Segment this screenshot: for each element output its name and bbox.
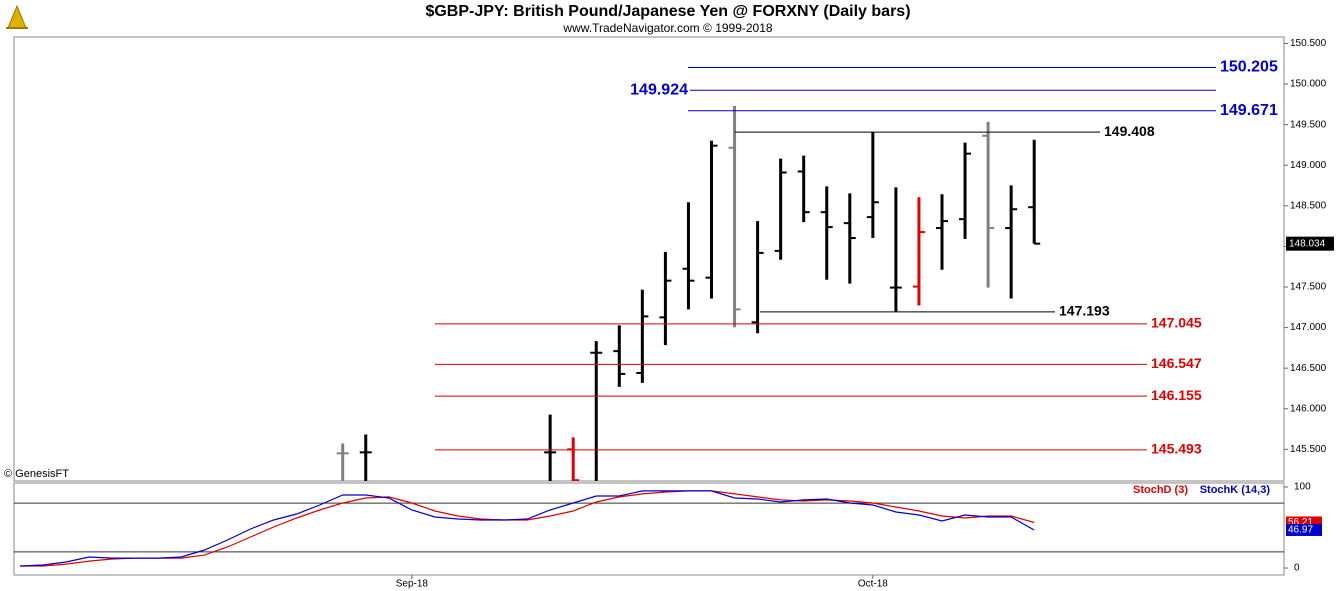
credit: © GenesisFT [4, 468, 69, 480]
level-label: 150.205 [1220, 59, 1278, 76]
stoch-line [20, 490, 1035, 567]
level-label: 146.155 [1151, 387, 1202, 403]
level-label: 149.671 [1220, 102, 1278, 119]
chart-title: $GBP-JPY: British Pound/Japanese Yen @ F… [425, 3, 910, 20]
y-tick-label: 146.500 [1290, 363, 1327, 374]
chart-subtitle: www.TradeNavigator.com © 1999-2018 [562, 21, 772, 35]
legend-label: StochK (14,3) [1200, 484, 1271, 496]
level-label: 149.924 [630, 81, 688, 98]
last-value-box [1286, 523, 1322, 536]
level-label: 149.408 [1104, 123, 1155, 139]
y-tick-label: 147.500 [1290, 282, 1327, 293]
logo [4, 4, 30, 30]
level-label: 146.547 [1151, 355, 1202, 371]
y-tick-label: 150.000 [1290, 79, 1327, 90]
x-tick-label: Oct-18 [858, 579, 888, 590]
last-value-box [1286, 236, 1334, 251]
y-tick-label: 0 [1294, 563, 1300, 574]
y-tick-label: 149.000 [1290, 160, 1327, 171]
y-tick-label: 150.500 [1290, 38, 1327, 49]
y-tick-label: 146.000 [1290, 403, 1327, 414]
stoch-line [19, 490, 1035, 567]
last-value-label: 148.034 [1289, 238, 1326, 249]
y-tick-label: 148.500 [1290, 200, 1327, 211]
y-tick-label: 147.000 [1290, 322, 1327, 333]
x-tick-label: Sep-18 [396, 579, 429, 590]
last-value-label: 46.97 [1288, 525, 1313, 536]
stoch-panel-frame [13, 482, 1285, 576]
level-label: 147.045 [1151, 315, 1202, 331]
main-panel-frame [13, 36, 1285, 482]
y-tick-label: 149.500 [1290, 119, 1327, 130]
y-tick-label: 100 [1294, 482, 1311, 493]
level-label: 145.493 [1151, 441, 1202, 457]
y-tick-label: 145.500 [1290, 444, 1327, 455]
price-bars [336, 105, 1041, 481]
last-value-label: 56.21 [1288, 517, 1313, 528]
level-label: 147.193 [1059, 303, 1110, 319]
legend-label: StochD (3) [1133, 484, 1188, 496]
